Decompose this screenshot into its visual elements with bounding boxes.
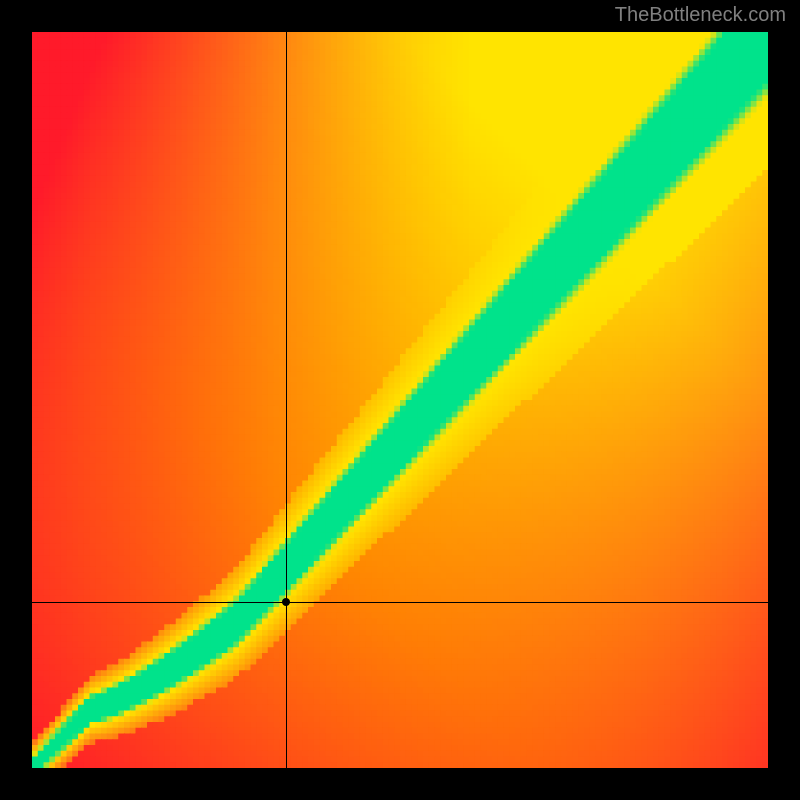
watermark-text: TheBottleneck.com [0, 0, 800, 32]
heatmap-chart [32, 32, 768, 768]
heatmap-canvas [32, 32, 768, 768]
crosshair-vertical [286, 32, 287, 768]
crosshair-horizontal [32, 602, 768, 603]
crosshair-marker [282, 598, 290, 606]
